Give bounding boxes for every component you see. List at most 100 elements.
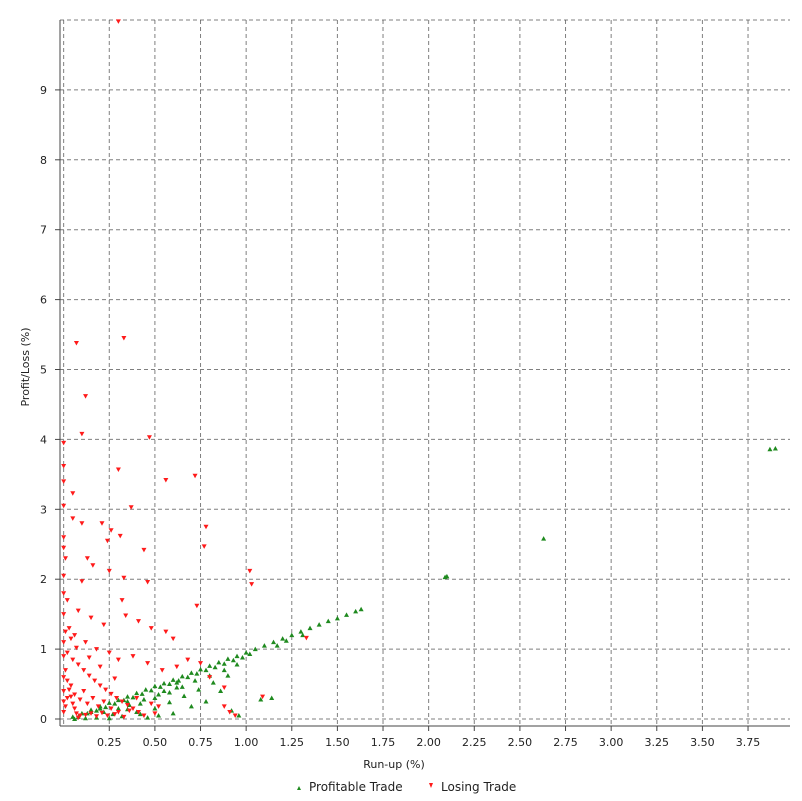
- losing-trade-point: [135, 710, 141, 715]
- profitable-trade-point: [240, 654, 245, 660]
- losing-trade-point: [97, 683, 103, 688]
- profitable-trade-point: [106, 700, 112, 705]
- losing-trade-point: [73, 645, 79, 651]
- losing-trade-point: [247, 568, 253, 574]
- profitable-trade-point: [225, 656, 231, 661]
- losing-trade-point: [207, 675, 213, 680]
- losing-trade-point: [61, 689, 67, 694]
- profitable-trade-point: [258, 696, 264, 702]
- losing-trade-point: [104, 713, 110, 719]
- profitable-trade-point: [134, 690, 140, 696]
- losing-trade-point: [68, 683, 74, 688]
- losing-trade-point: [148, 701, 154, 707]
- profitable-trade-point: [252, 646, 258, 652]
- losing-trade-point: [75, 608, 81, 614]
- profitable-trade-point: [196, 687, 202, 692]
- x-axis-title: Run-up (%): [363, 758, 425, 771]
- profitable-trade-point: [148, 687, 154, 693]
- profitable-trade-point: [243, 650, 249, 655]
- profitable-trade-point: [97, 706, 103, 711]
- losing-trade-point: [86, 655, 92, 660]
- losing-trade-point: [72, 633, 78, 638]
- losing-trade-point: [61, 535, 67, 540]
- profitable-trade-point: [125, 699, 131, 704]
- profitable-trade-point: [212, 664, 218, 670]
- losing-trade-point: [61, 710, 67, 715]
- profitable-trade-point: [198, 666, 204, 672]
- losing-trade-point: [61, 463, 67, 469]
- losing-trade-point: [128, 505, 134, 510]
- legend-label-losing: Losing Trade: [441, 780, 516, 794]
- profitable-trade-point: [152, 695, 158, 701]
- profitable-trade-point: [289, 632, 295, 638]
- profitable-trade-point: [203, 667, 209, 673]
- losing-trade-point: [159, 668, 165, 673]
- profitable-trade-point: [541, 536, 547, 541]
- profitable-trade-point: [316, 622, 322, 627]
- x-tick-label: 0.75: [188, 736, 213, 749]
- losing-trade-point: [130, 706, 136, 712]
- x-tick-label: 0.25: [97, 736, 122, 749]
- losing-trade-point: [79, 521, 85, 526]
- losing-trade-point: [61, 479, 67, 484]
- losing-trade-point: [115, 19, 121, 24]
- profitable-trade-point: [185, 674, 191, 680]
- losing-trade-point: [88, 615, 94, 621]
- profitable-trade-point: [152, 706, 158, 711]
- losing-trade-point: [260, 694, 266, 700]
- y-tick-label: 3: [40, 503, 47, 516]
- losing-trade-point: [61, 503, 67, 509]
- losing-trade-point: [145, 580, 151, 585]
- losing-trade-point: [84, 556, 90, 561]
- profitable-trade-point: [216, 659, 222, 665]
- losing-trade-point: [112, 676, 118, 681]
- profitable-trade-point: [247, 651, 253, 657]
- profitable-trade-point: [188, 670, 194, 675]
- legend-marker-profitable: [297, 786, 301, 790]
- losing-trade-point: [66, 626, 72, 631]
- losing-trade-point: [99, 710, 105, 716]
- losing-trade-point: [115, 467, 121, 472]
- profitable-trade-point: [353, 608, 359, 614]
- losing-trade-point: [66, 687, 72, 693]
- profitable-trade-point: [137, 701, 143, 706]
- losing-trade-point: [72, 706, 78, 712]
- profitable-trade-point: [103, 704, 109, 710]
- profitable-trade-point: [167, 699, 172, 705]
- profitable-trade-point: [125, 694, 131, 699]
- profitable-trade-point: [274, 643, 280, 648]
- losing-trade-point: [115, 657, 121, 663]
- y-tick-label: 5: [40, 364, 47, 377]
- losing-trade-point: [135, 619, 141, 624]
- losing-trade-point: [145, 661, 151, 666]
- losing-trade-point: [83, 640, 89, 645]
- losing-trade-point: [99, 521, 105, 526]
- losing-trade-point: [108, 691, 114, 697]
- profitable-trade-point: [174, 680, 180, 685]
- profitable-trade-point: [325, 618, 331, 624]
- losing-trade-point: [83, 712, 89, 718]
- losing-trade-point: [134, 696, 140, 701]
- x-tick-label: 3.00: [599, 736, 624, 749]
- losing-trade-point: [64, 650, 70, 656]
- losing-trade-point: [194, 603, 200, 609]
- losing-trade-point: [185, 657, 191, 663]
- profitable-trade-point: [269, 695, 275, 701]
- losing-trade-point: [170, 636, 176, 642]
- profitable-trade-point: [194, 671, 200, 676]
- profitable-trade-point: [137, 711, 143, 717]
- losing-trade-point: [112, 712, 118, 717]
- losing-trade-point: [123, 613, 129, 619]
- profitable-trade-point: [280, 636, 286, 641]
- y-tick-label: 4: [40, 433, 47, 446]
- losing-trade-point: [101, 699, 107, 705]
- losing-trade-point: [163, 629, 169, 635]
- losing-trade-point: [126, 708, 132, 714]
- losing-trade-point: [81, 689, 87, 694]
- losing-trade-point: [68, 636, 74, 642]
- losing-trade-point: [61, 573, 67, 579]
- losing-trade-point: [121, 575, 127, 581]
- losing-trade-point: [92, 678, 98, 684]
- profitable-trade-point: [152, 683, 158, 689]
- profitable-trade-point: [767, 446, 773, 452]
